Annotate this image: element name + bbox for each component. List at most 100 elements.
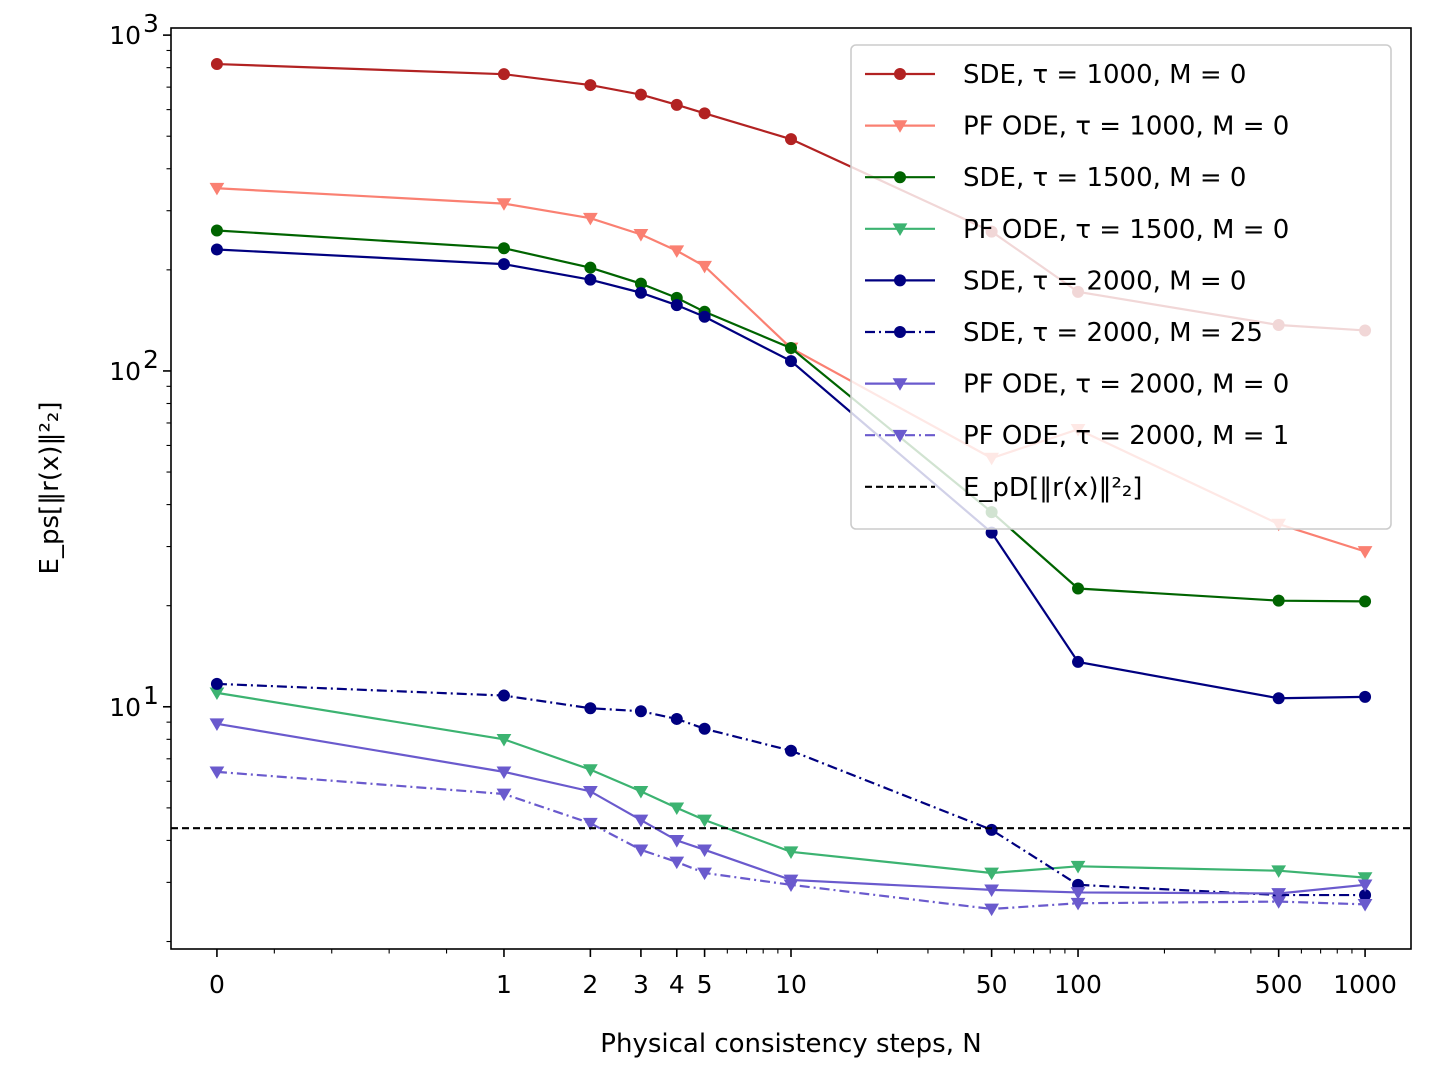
legend-entry: PF ODE, τ = 2000, M = 1 [865,421,1289,451]
series-5-point [785,355,797,368]
series-8-point [1070,897,1086,911]
legend-label: SDE, τ = 2000, M = 0 [963,266,1246,296]
series-8-point [496,788,512,802]
series-7-point [209,718,225,731]
series-7-point [496,766,512,780]
legend-marker [894,326,906,338]
x-tick-label: 100 [1054,970,1102,999]
y-tick-exponent: 1 [143,681,159,710]
legend-marker [892,223,908,236]
y-tick-label: 10 [109,21,141,50]
series-1-point [634,88,647,101]
series-3-point [1272,594,1285,607]
legend-label: PF ODE, τ = 1500, M = 0 [963,215,1289,245]
series-6-point [785,744,797,757]
x-tick-label: 500 [1255,970,1303,999]
series-7-point [669,835,685,848]
legend-entry: PF ODE, τ = 1000, M = 0 [865,112,1289,142]
series-4-point [697,814,712,828]
series-4-point [1271,865,1287,878]
series-6-point [210,677,223,690]
series-8-point [697,867,712,881]
x-tick-label: 5 [697,970,713,999]
series-2-point [633,229,649,242]
series-4-point [669,802,685,816]
series-5-point [497,258,510,271]
series-8-point [1271,896,1287,909]
series-7-point [633,814,649,828]
series-1-point [210,58,223,71]
series-6-point [634,705,647,718]
series-7-point [1070,887,1086,900]
legend-marker [892,378,908,391]
legend-marker [894,68,906,80]
x-tick-label: 50 [976,970,1008,999]
x-tick-label: 4 [669,970,685,999]
legend-box [850,44,1392,530]
series-4-point [783,846,799,859]
legend-entry: E_pD[‖r(x)‖²₂] [865,473,1142,503]
x-tick-label: 1000 [1333,970,1397,999]
series-4-point [496,733,512,747]
series-8-point [582,817,598,831]
series-5 [210,243,1372,705]
y-tick-exponent: 2 [143,345,159,374]
series-5-point [698,310,711,323]
legend-entry: SDE, τ = 1000, M = 0 [865,60,1246,90]
series-7-point [697,844,712,857]
x-axis-label-text: Physical consistency steps, N [600,1029,981,1059]
y-axis-label-text: E_ps[‖r(x)‖²₂] [35,402,65,575]
series-3-point [210,224,223,237]
series-4-point [1357,872,1373,885]
series-8 [209,766,1373,917]
legend-entry: PF ODE, τ = 2000, M = 0 [865,370,1289,400]
series-2-point [1357,546,1373,559]
series-1-point [785,133,797,146]
series-6 [210,677,1372,902]
series-5-point [670,299,683,312]
legend-marker [892,429,908,443]
y-tick-label: 10 [109,693,141,722]
series-6-line [216,682,1366,897]
x-tick-label: 0 [209,970,225,999]
legend-label: PF ODE, τ = 2000, M = 1 [963,421,1289,451]
series-7-point [1357,879,1373,892]
series-7-point [984,884,1000,898]
series-5-point [634,286,647,299]
series-1-point [497,68,510,81]
y-tick-exponent: 3 [143,9,159,38]
series-1-point [698,107,711,120]
legend-entry: PF ODE, τ = 1500, M = 0 [865,215,1289,245]
legend-label: E_pD[‖r(x)‖²₂] [963,473,1142,503]
series-3-point [1072,582,1085,595]
series-8-point [783,879,799,892]
series-6-point [497,689,510,702]
series-8-point [669,856,685,870]
legend: SDE, τ = 1000, M = 0 PF ODE, τ = 1000, M … [850,44,1392,530]
legend-marker [894,274,906,287]
series-8-point [633,844,649,857]
x-tick-label: 3 [633,970,649,999]
x-axis-label: Physical consistency steps, N [600,1029,981,1059]
series-5-point [210,243,223,256]
series-4-point [984,867,1000,881]
series-7 [209,718,1373,901]
legend-marker [894,171,906,184]
y-tick-label: 10 [109,357,141,386]
series-4 [209,687,1373,885]
series-7-point [1271,888,1287,901]
x-axis: 0 1 2 3 4 5 10 50 100 500 1000 [209,949,1397,999]
legend-label: PF ODE, τ = 1000, M = 0 [963,112,1289,142]
series-8-point [1357,899,1373,912]
series-2-point [209,182,225,196]
legend-marker [892,120,908,133]
series-1-point [584,79,597,92]
series-5-point [1359,690,1372,703]
series-5-point [584,273,597,286]
series-7-point [582,785,598,799]
legend-entry: SDE, τ = 2000, M = 0 [865,266,1246,296]
series-2-point [496,198,512,211]
series-6-point [698,722,711,735]
series-2-point [582,212,598,226]
series-4-point [1070,860,1086,874]
